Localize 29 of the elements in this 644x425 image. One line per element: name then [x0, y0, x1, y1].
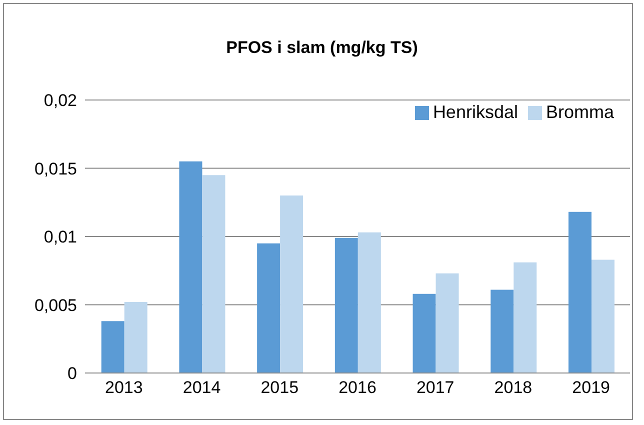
- bar: [124, 302, 148, 373]
- y-tick-label: 0,005: [34, 296, 77, 315]
- bar: [202, 175, 226, 373]
- x-tick-label: 2018: [494, 378, 532, 398]
- bar: [412, 294, 436, 373]
- y-tick-label: 0: [68, 364, 77, 384]
- x-tick-label: 2016: [338, 378, 376, 398]
- legend-label: Bromma: [546, 102, 614, 122]
- x-tick-label: 2015: [260, 378, 299, 398]
- bar: [358, 232, 381, 373]
- bar: [179, 161, 202, 373]
- y-tick-label: 0,01: [44, 228, 77, 247]
- bar: [257, 243, 280, 373]
- y-tick-label: 0,015: [34, 159, 77, 178]
- x-tick-label: 2017: [416, 378, 454, 398]
- chart-title: PFOS i slam (mg/kg TS): [225, 38, 419, 58]
- x-tick-label: 2019: [572, 378, 610, 398]
- legend-label: Henriksdal: [432, 102, 518, 122]
- bar: [280, 196, 304, 373]
- bar: [568, 212, 592, 373]
- x-tick-label: 2014: [182, 378, 221, 398]
- y-tick-label: 0,02: [44, 91, 77, 110]
- bar: [514, 262, 537, 373]
- bar: [490, 290, 514, 373]
- x-tick-label: 2013: [105, 378, 143, 398]
- bar: [436, 273, 459, 373]
- bar: [101, 321, 124, 373]
- bar: [334, 238, 358, 373]
- bar: [591, 260, 614, 373]
